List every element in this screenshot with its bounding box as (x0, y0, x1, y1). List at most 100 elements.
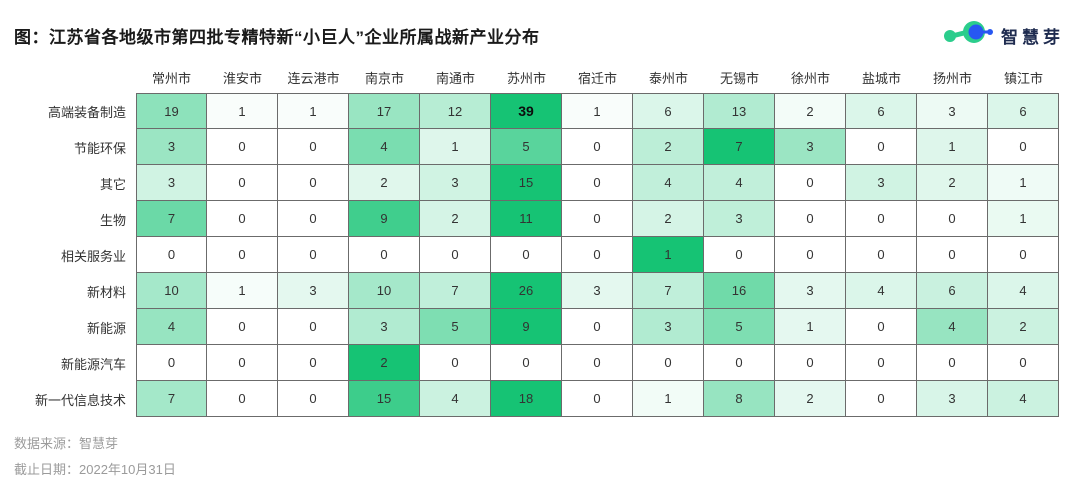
column-header: 盐城市 (861, 71, 901, 86)
heatmap-cell: 3 (704, 201, 775, 237)
heatmap-cell: 0 (562, 201, 633, 237)
heatmap-cell: 3 (633, 309, 704, 345)
heatmap-cell: 2 (917, 165, 988, 201)
heatmap-cell: 2 (633, 129, 704, 165)
heatmap-cell: 3 (917, 381, 988, 417)
heatmap-cell: 4 (988, 273, 1059, 309)
column-header: 南京市 (364, 71, 404, 86)
heatmap-cell: 4 (633, 165, 704, 201)
heatmap-cell: 0 (207, 345, 278, 381)
heatmap-cell: 1 (633, 381, 704, 417)
heatmap-cell: 0 (562, 165, 633, 201)
logo-text: 智慧芽 (1001, 28, 1064, 47)
heatmap-cell: 2 (349, 165, 420, 201)
cutoff-date: 截止日期：2022年10月31日 (14, 462, 176, 477)
heatmap-cell: 0 (846, 309, 917, 345)
heatmap-cell: 4 (349, 129, 420, 165)
heatmap-cell: 0 (207, 237, 278, 273)
heatmap-cell: 1 (207, 93, 278, 129)
heatmap-cell: 12 (420, 93, 491, 129)
molecule-node-small-green (944, 30, 956, 42)
column-header: 徐州市 (790, 71, 830, 86)
heatmap-cell: 3 (917, 93, 988, 129)
heatmap-cell: 3 (136, 165, 207, 201)
column-header: 无锡市 (719, 71, 759, 86)
heatmap-cell: 0 (775, 345, 846, 381)
heatmap-cell: 0 (207, 201, 278, 237)
heatmap-cell: 1 (988, 165, 1059, 201)
row-label: 生物 (99, 212, 126, 228)
heatmap-cell: 0 (633, 345, 704, 381)
heatmap-cell: 1 (562, 93, 633, 129)
heatmap-cell: 0 (775, 201, 846, 237)
row-label: 高端装备制造 (47, 104, 126, 120)
heatmap-cell: 3 (775, 273, 846, 309)
heatmap-cell: 1 (988, 201, 1059, 237)
corner-spacer (14, 65, 136, 93)
heatmap-cell: 26 (491, 273, 562, 309)
heatmap-cell: 0 (704, 237, 775, 273)
column-header: 宿迁市 (577, 71, 617, 86)
heatmap-cell: 1 (775, 309, 846, 345)
heatmap-cell: 0 (491, 345, 562, 381)
heatmap-cell: 0 (278, 237, 349, 273)
molecule-icon (942, 16, 996, 55)
heatmap-cell: 0 (917, 345, 988, 381)
heatmap-cell: 0 (846, 129, 917, 165)
heatmap-cell: 7 (420, 273, 491, 309)
heatmap-cell: 0 (846, 237, 917, 273)
heatmap-cell: 2 (775, 381, 846, 417)
heatmap-cell: 0 (278, 309, 349, 345)
heatmap-cell: 0 (704, 345, 775, 381)
heatmap-cell: 0 (917, 237, 988, 273)
heatmap-cell: 2 (420, 201, 491, 237)
heatmap-cell: 2 (349, 345, 420, 381)
heatmap-cell: 3 (846, 165, 917, 201)
heatmap-cell: 0 (207, 129, 278, 165)
heatmap-cell: 0 (846, 345, 917, 381)
column-header: 扬州市 (932, 71, 972, 86)
heatmap-cell: 3 (349, 309, 420, 345)
heatmap-cell: 4 (846, 273, 917, 309)
heatmap-cell: 19 (136, 93, 207, 129)
heatmap-cell: 3 (420, 165, 491, 201)
column-header: 镇江市 (1003, 71, 1043, 86)
heatmap-cell: 0 (988, 345, 1059, 381)
heatmap-cell: 2 (633, 201, 704, 237)
heatmap-cell: 15 (349, 381, 420, 417)
column-header: 泰州市 (648, 71, 688, 86)
heatmap-cell: 18 (491, 381, 562, 417)
row-label: 新一代信息技术 (34, 392, 126, 408)
heatmap-cell: 5 (420, 309, 491, 345)
heatmap-cell: 0 (420, 345, 491, 381)
heatmap-cell: 15 (491, 165, 562, 201)
heatmap-cell: 39 (491, 93, 562, 129)
heatmap-cell: 0 (278, 201, 349, 237)
heatmap-cell: 4 (420, 381, 491, 417)
heatmap-cell: 0 (278, 345, 349, 381)
column-header: 苏州市 (506, 71, 546, 86)
molecule-dot-blue (987, 29, 993, 35)
heatmap-cell: 7 (136, 201, 207, 237)
heatmap-cell: 0 (846, 201, 917, 237)
heatmap-cell: 0 (207, 165, 278, 201)
heatmap-cell: 0 (562, 309, 633, 345)
heatmap-cell: 9 (349, 201, 420, 237)
chart-title: 图：江苏省各地级市第四批专精特新“小巨人”企业所属战新产业分布 (14, 28, 540, 47)
footer: 数据来源：智慧芽 截止日期：2022年10月31日 (14, 431, 1080, 481)
heatmap-cell: 1 (633, 237, 704, 273)
row-label: 其它 (99, 176, 126, 192)
heatmap-cell: 4 (988, 381, 1059, 417)
heatmap-cell: 0 (349, 237, 420, 273)
row-label: 节能环保 (73, 140, 126, 156)
heatmap-cell: 0 (562, 129, 633, 165)
column-header: 连云港市 (287, 71, 340, 86)
heatmap-cell: 0 (775, 165, 846, 201)
heatmap-cell: 7 (633, 273, 704, 309)
column-header: 常州市 (151, 71, 191, 86)
heatmap-cell: 5 (491, 129, 562, 165)
molecule-node-blue (968, 24, 984, 40)
heatmap-cell: 0 (278, 129, 349, 165)
heatmap-cell: 0 (988, 129, 1059, 165)
heatmap-cell: 6 (846, 93, 917, 129)
